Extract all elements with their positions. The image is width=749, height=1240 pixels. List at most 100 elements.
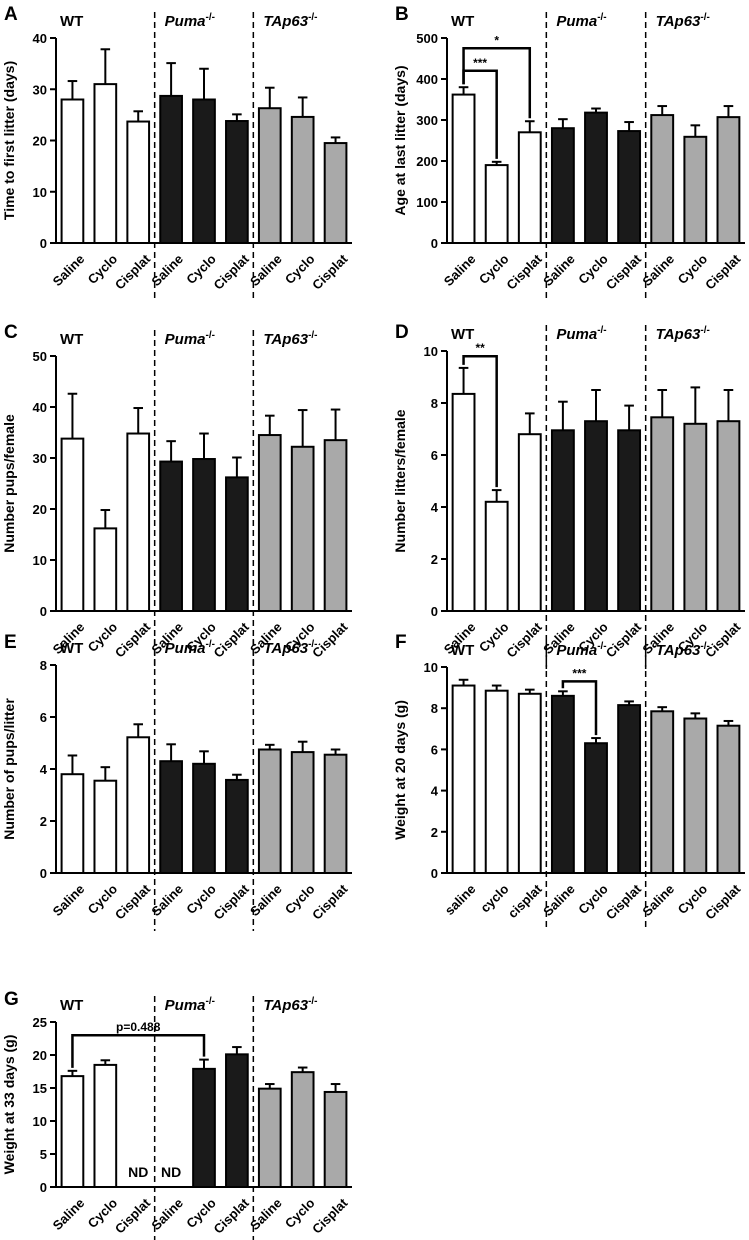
x-tick-label: Cisplat <box>211 251 253 293</box>
bar-puma <box>550 694 575 875</box>
x-tick-label: Saline <box>441 251 479 289</box>
y-tick-label: 0 <box>40 866 47 881</box>
y-tick-label: 6 <box>431 742 438 757</box>
y-tick-label: 40 <box>33 400 47 415</box>
y-tick-label: 4 <box>431 784 439 799</box>
bar-puma <box>225 1053 249 1188</box>
group-label-wt: WT <box>60 640 83 657</box>
group-label-superscript: -/- <box>700 641 709 652</box>
x-tick-label: Cisplat <box>503 619 545 661</box>
group-label-superscript: -/- <box>206 996 215 1007</box>
y-axis-label: Number litters/female <box>392 409 408 552</box>
y-tick-label: 0 <box>431 236 438 251</box>
panel-letter: B <box>395 4 409 25</box>
y-tick-label: 100 <box>416 195 438 210</box>
bar-tap63 <box>290 751 315 874</box>
significance-bracket <box>462 47 532 119</box>
group-label-wt: WT <box>451 326 474 343</box>
panel-a: A 0 10 20 30 40 Time to first litter (days) WT P… <box>1 4 352 301</box>
bar-tap63 <box>290 1071 315 1189</box>
panel-f: F 0 2 4 6 8 10 Weight at 20 days (g) WT Puma-/- TA… <box>392 632 745 931</box>
y-tick-label: 20 <box>33 502 47 517</box>
bar-wt <box>126 736 151 875</box>
bar-puma <box>225 476 249 612</box>
bar-tap63 <box>323 142 348 244</box>
bar-tap63 <box>650 416 675 612</box>
significance-label: ** <box>475 341 485 355</box>
group-label-puma: Puma-/- <box>165 996 215 1014</box>
group-label-superscript: -/- <box>206 330 215 341</box>
y-tick-label: 10 <box>33 553 47 568</box>
bar-puma <box>225 778 249 874</box>
group-label-superscript: -/- <box>597 325 606 336</box>
panel-letter: G <box>4 989 19 1010</box>
y-tick-label: 0 <box>431 866 438 881</box>
bar-wt <box>517 692 542 875</box>
bar-wt <box>484 500 509 612</box>
x-tick-label: Cisplat <box>702 619 744 661</box>
x-tick-label: Cisplat <box>603 251 645 293</box>
x-tick-label: saline <box>442 881 479 918</box>
y-tick-label: 2 <box>431 552 438 567</box>
bar-tap63 <box>716 724 741 875</box>
y-axis-label: Time to first litter (days) <box>1 61 17 220</box>
x-tick-label: Cisplat <box>503 251 545 293</box>
bar-tap63 <box>650 114 675 244</box>
group-label-puma: Puma-/- <box>165 12 215 30</box>
x-tick-label: cisplat <box>505 881 545 921</box>
bar-wt <box>484 689 509 874</box>
group-label-superscript: -/- <box>308 330 317 341</box>
panel-letter: E <box>4 632 17 653</box>
bar-wt <box>451 392 476 612</box>
bar-puma <box>617 429 642 612</box>
significance-bracket <box>71 1033 206 1068</box>
not-determined-label: ND <box>161 1164 181 1180</box>
bar-wt <box>517 131 542 244</box>
y-tick-label: 2 <box>40 814 47 829</box>
x-tick-label: Cisplat <box>211 1195 253 1237</box>
x-tick-label: Cisplat <box>309 251 351 293</box>
y-tick-label: 8 <box>40 658 47 673</box>
y-tick-label: 6 <box>40 710 47 725</box>
bar-puma <box>550 429 575 612</box>
panel-e: E 0 2 4 6 8 Number of pups/litter WT Puma-/- TAp6… <box>1 632 352 931</box>
group-label-wt: WT <box>451 13 474 30</box>
y-tick-label: 4 <box>431 500 439 515</box>
y-axis-label: Weight at 20 days (g) <box>392 700 408 840</box>
group-label-puma: Puma-/- <box>165 639 215 657</box>
y-axis-label: Number pups/female <box>1 414 17 553</box>
y-tick-label: 20 <box>33 134 47 149</box>
not-determined-label: ND <box>128 1164 148 1180</box>
y-tick-label: 8 <box>431 396 438 411</box>
y-tick-label: 2 <box>431 825 438 840</box>
y-tick-label: 300 <box>416 113 438 128</box>
bar-puma <box>192 458 216 612</box>
significance-label: p=0.488 <box>116 1020 161 1034</box>
bar-tap63 <box>290 445 315 612</box>
y-tick-label: 15 <box>33 1081 47 1096</box>
x-tick-label: Cisplat <box>309 1195 351 1237</box>
group-label-tap63: TAp63-/- <box>656 641 710 659</box>
group-label-superscript: -/- <box>597 641 606 652</box>
x-tick-label: Cisplat <box>211 619 253 661</box>
y-tick-label: 4 <box>40 762 48 777</box>
x-tick-label: Cisplat <box>112 619 154 661</box>
group-label-puma: Puma-/- <box>556 641 606 659</box>
bar-wt <box>126 120 151 244</box>
bar-wt <box>60 1075 85 1188</box>
group-label-tap63: TAp63-/- <box>263 996 317 1014</box>
bar-puma <box>617 704 642 874</box>
group-label-tap63: TAp63-/- <box>656 325 710 343</box>
bar-tap63 <box>257 1087 282 1189</box>
group-label-superscript: -/- <box>308 12 317 23</box>
significance-label: * <box>494 33 499 47</box>
y-tick-label: 200 <box>416 154 438 169</box>
group-label-superscript: -/- <box>308 996 317 1007</box>
group-label-tap63: TAp63-/- <box>263 330 317 348</box>
significance-label: *** <box>473 56 487 70</box>
bar-puma <box>584 742 608 874</box>
bar-wt <box>93 779 118 875</box>
bar-wt <box>93 1063 118 1189</box>
group-label-superscript: -/- <box>700 12 709 23</box>
x-tick-label: Cisplat <box>702 251 744 293</box>
